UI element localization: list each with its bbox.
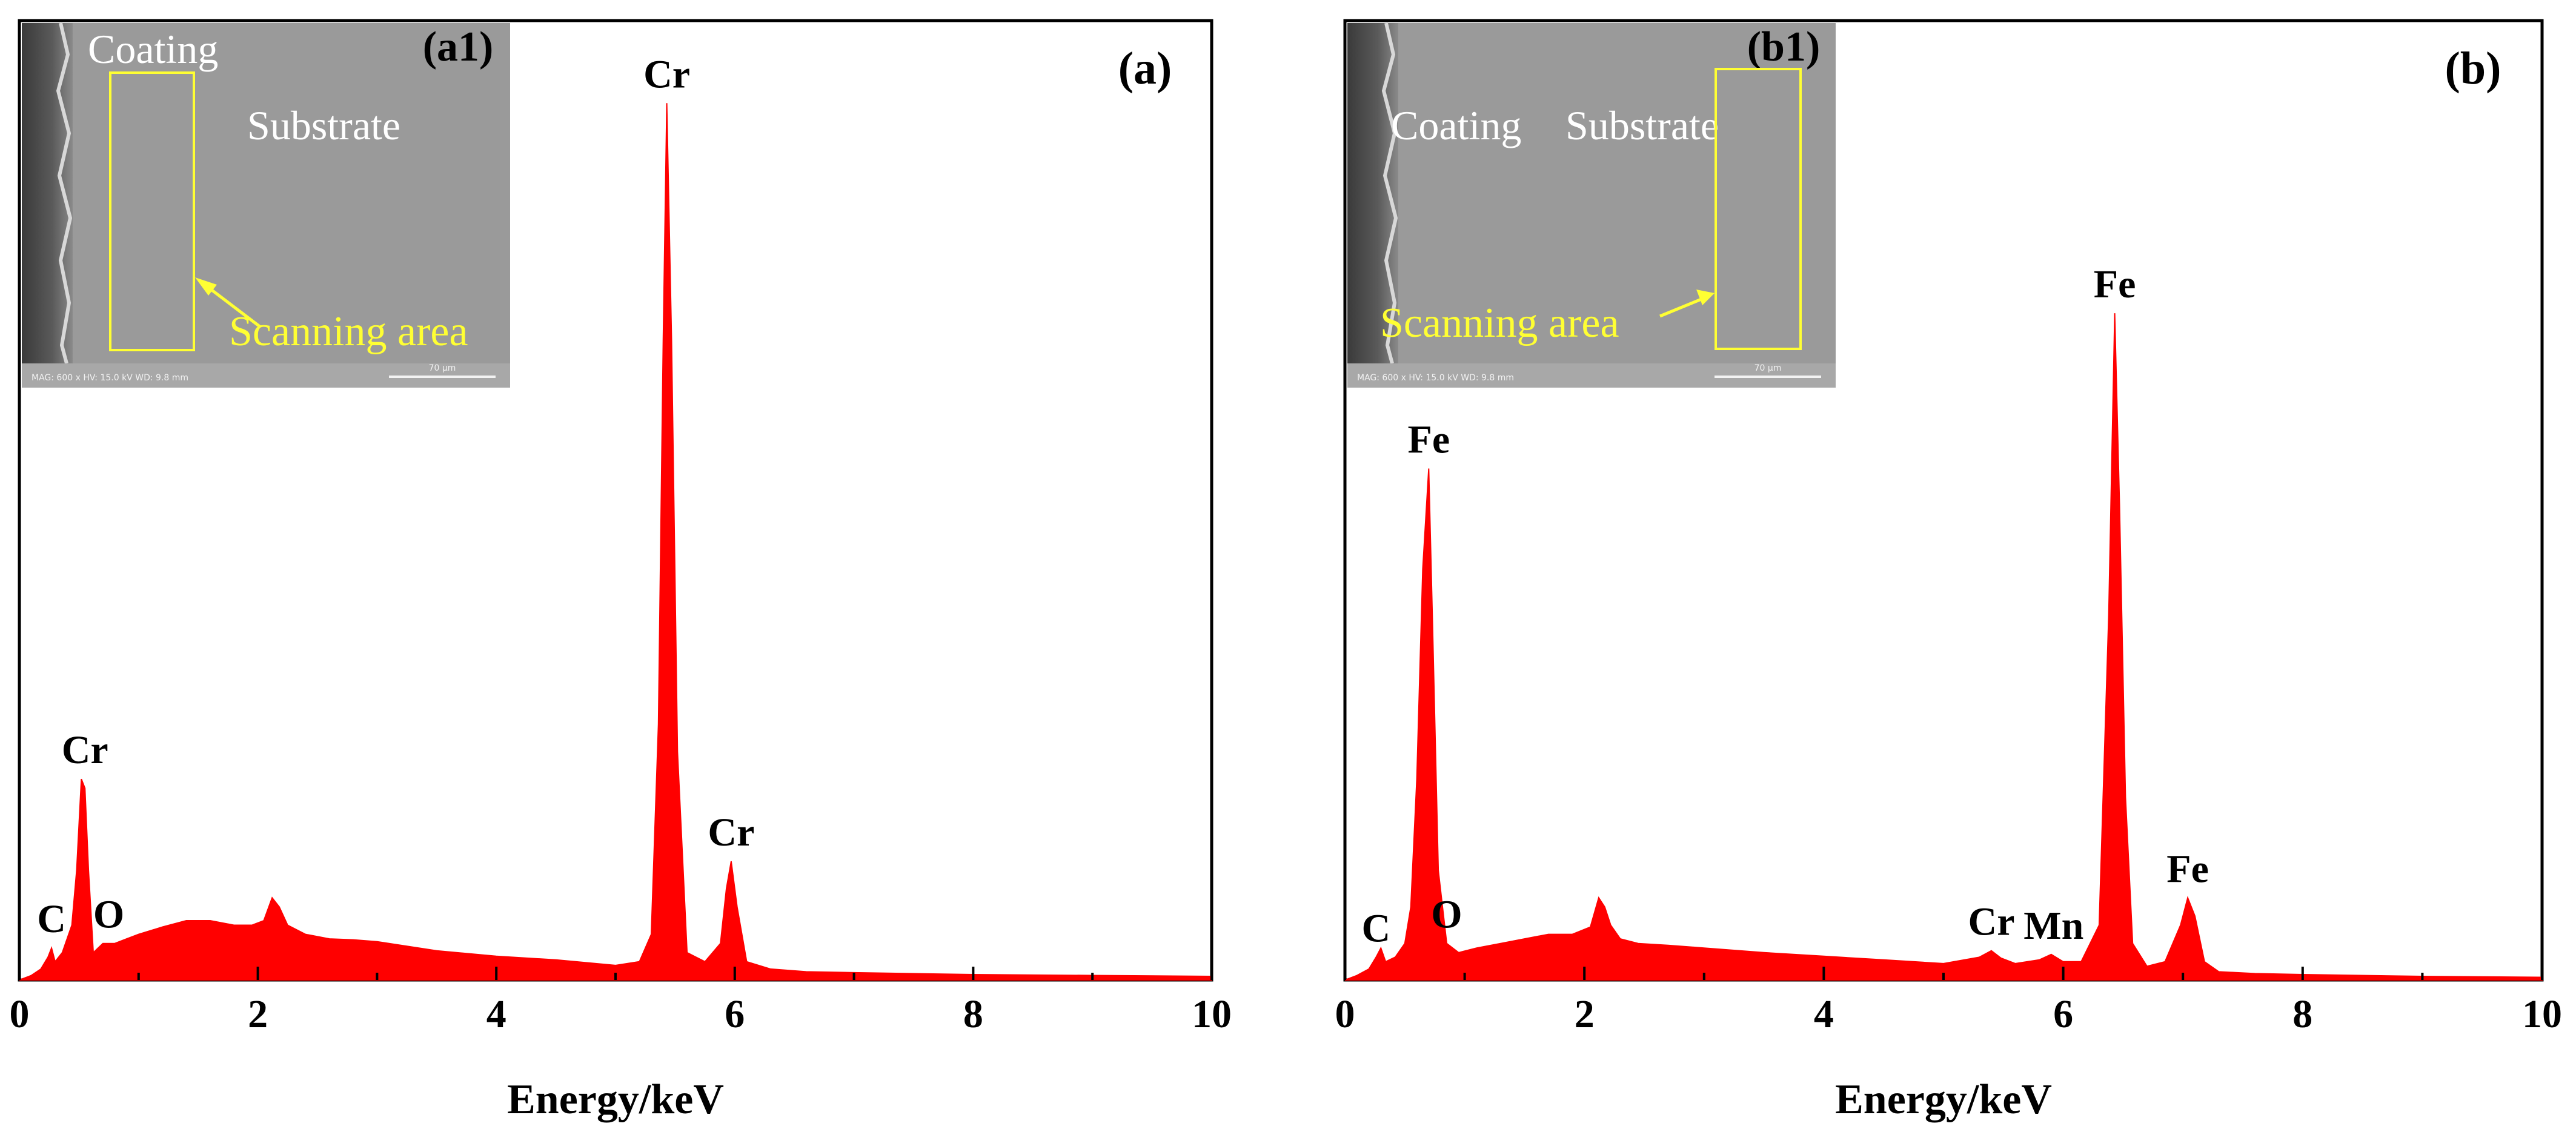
- coating-label-a1: Coating: [88, 26, 218, 72]
- inset-label-b1: (b1): [1747, 24, 1821, 70]
- x-axis-label-b: Energy/keV: [1835, 1076, 2052, 1123]
- coating-label-b1: Coating: [1391, 102, 1521, 148]
- x-tick-labels-b: 0 2 4 6 8 10: [1335, 992, 2563, 1036]
- x-tick-label-b-1: 2: [1575, 992, 1595, 1036]
- coating-edge-a1: [56, 22, 73, 364]
- panel-label-b: (b): [2445, 43, 2501, 94]
- sem-inset-b1: MAG: 600 x HV: 15.0 kV WD: 9.8 mm 70 μm …: [1347, 22, 1836, 388]
- sem-info-text-b1: MAG: 600 x HV: 15.0 kV WD: 9.8 mm: [1357, 373, 1514, 383]
- peak-label-a-0: C: [37, 897, 66, 941]
- scanning-area-box-b1: [1715, 68, 1802, 350]
- x-tick-label-a-3: 6: [725, 992, 745, 1036]
- scanning-area-arrow-b1: [1659, 295, 1708, 318]
- peak-labels-a: C O Cr Cr Cr: [37, 52, 754, 941]
- spectrum-panel-b: 0 2 4 6 8 10 C O Fe Fe Fe Cr Mn (b) Energy/keV MAG:…: [1335, 19, 2563, 1123]
- x-tick-label-b-2: 4: [1814, 992, 1834, 1036]
- substrate-label-b1: Substrate: [1565, 102, 1719, 148]
- x-tick-label-a-0: 0: [10, 992, 30, 1036]
- x-tick-labels-a: 0 2 4 6 8 10: [10, 992, 1232, 1036]
- x-ticks-b: [1344, 967, 2543, 980]
- x-tick-label-a-4: 8: [963, 992, 983, 1036]
- scanning-area-label-b1: Scanning area: [1380, 300, 1619, 346]
- peak-label-b-0: C: [1362, 906, 1391, 950]
- sem-image-b1: [1347, 23, 1836, 388]
- sem-info-text-a1: MAG: 600 x HV: 15.0 kV WD: 9.8 mm: [32, 373, 188, 383]
- x-tick-label-b-5: 10: [2522, 992, 2562, 1036]
- peak-label-b-5: Cr: [1968, 900, 2015, 944]
- scale-bar-label-a1: 70 μm: [429, 363, 456, 373]
- peak-label-b-3: Fe: [2094, 262, 2136, 306]
- x-tick-label-a-5: 10: [1192, 992, 1232, 1036]
- sem-image-a1: [22, 23, 510, 388]
- x-tick-label-b-0: 0: [1335, 992, 1355, 1036]
- peak-label-b-1: O: [1431, 893, 1462, 937]
- peak-label-b-4: Fe: [2166, 847, 2209, 891]
- scanning-area-box-a1: [109, 71, 195, 351]
- scanning-area-label-a1: Scanning area: [229, 308, 468, 355]
- scanning-arrow-head-b1: [1696, 290, 1715, 305]
- x-axis-label-a: Energy/keV: [507, 1076, 724, 1123]
- x-tick-label-a-2: 4: [486, 992, 506, 1036]
- peak-labels-b: C O Fe Fe Fe Cr Mn: [1362, 262, 2209, 950]
- sem-inset-a1: MAG: 600 x HV: 15.0 kV WD: 9.8 mm 70 μm …: [22, 22, 510, 388]
- spectrum-area-b: [1344, 313, 2543, 981]
- coating-edge-b1: [1381, 22, 1398, 364]
- x-tick-label-b-3: 6: [2053, 992, 2073, 1036]
- inset-label-a1: (a1): [423, 24, 494, 70]
- scanning-arrow-head-a1: [195, 277, 217, 296]
- x-tick-label-b-4: 8: [2292, 992, 2312, 1036]
- peak-label-a-2: Cr: [62, 728, 108, 772]
- spectrum-area-a: [19, 103, 1212, 981]
- x-tick-label-a-1: 2: [248, 992, 268, 1036]
- panel-label-a: (a): [1118, 43, 1172, 94]
- scale-bar-label-b1: 70 μm: [1754, 363, 1782, 373]
- peak-label-a-1: O: [93, 893, 124, 937]
- substrate-label-a1: Substrate: [247, 102, 400, 148]
- peak-label-a-3: Cr: [643, 52, 690, 96]
- peak-label-a-4: Cr: [708, 810, 754, 855]
- spectrum-panel-a: 0 2 4 6 8 10 C O Cr Cr Cr (a) Energy/keV MAG: 600…: [10, 19, 1232, 1123]
- peak-label-b-2: Fe: [1408, 418, 1450, 462]
- peak-label-b-6: Mn: [2023, 904, 2083, 948]
- x-ticks-a: [18, 967, 1213, 980]
